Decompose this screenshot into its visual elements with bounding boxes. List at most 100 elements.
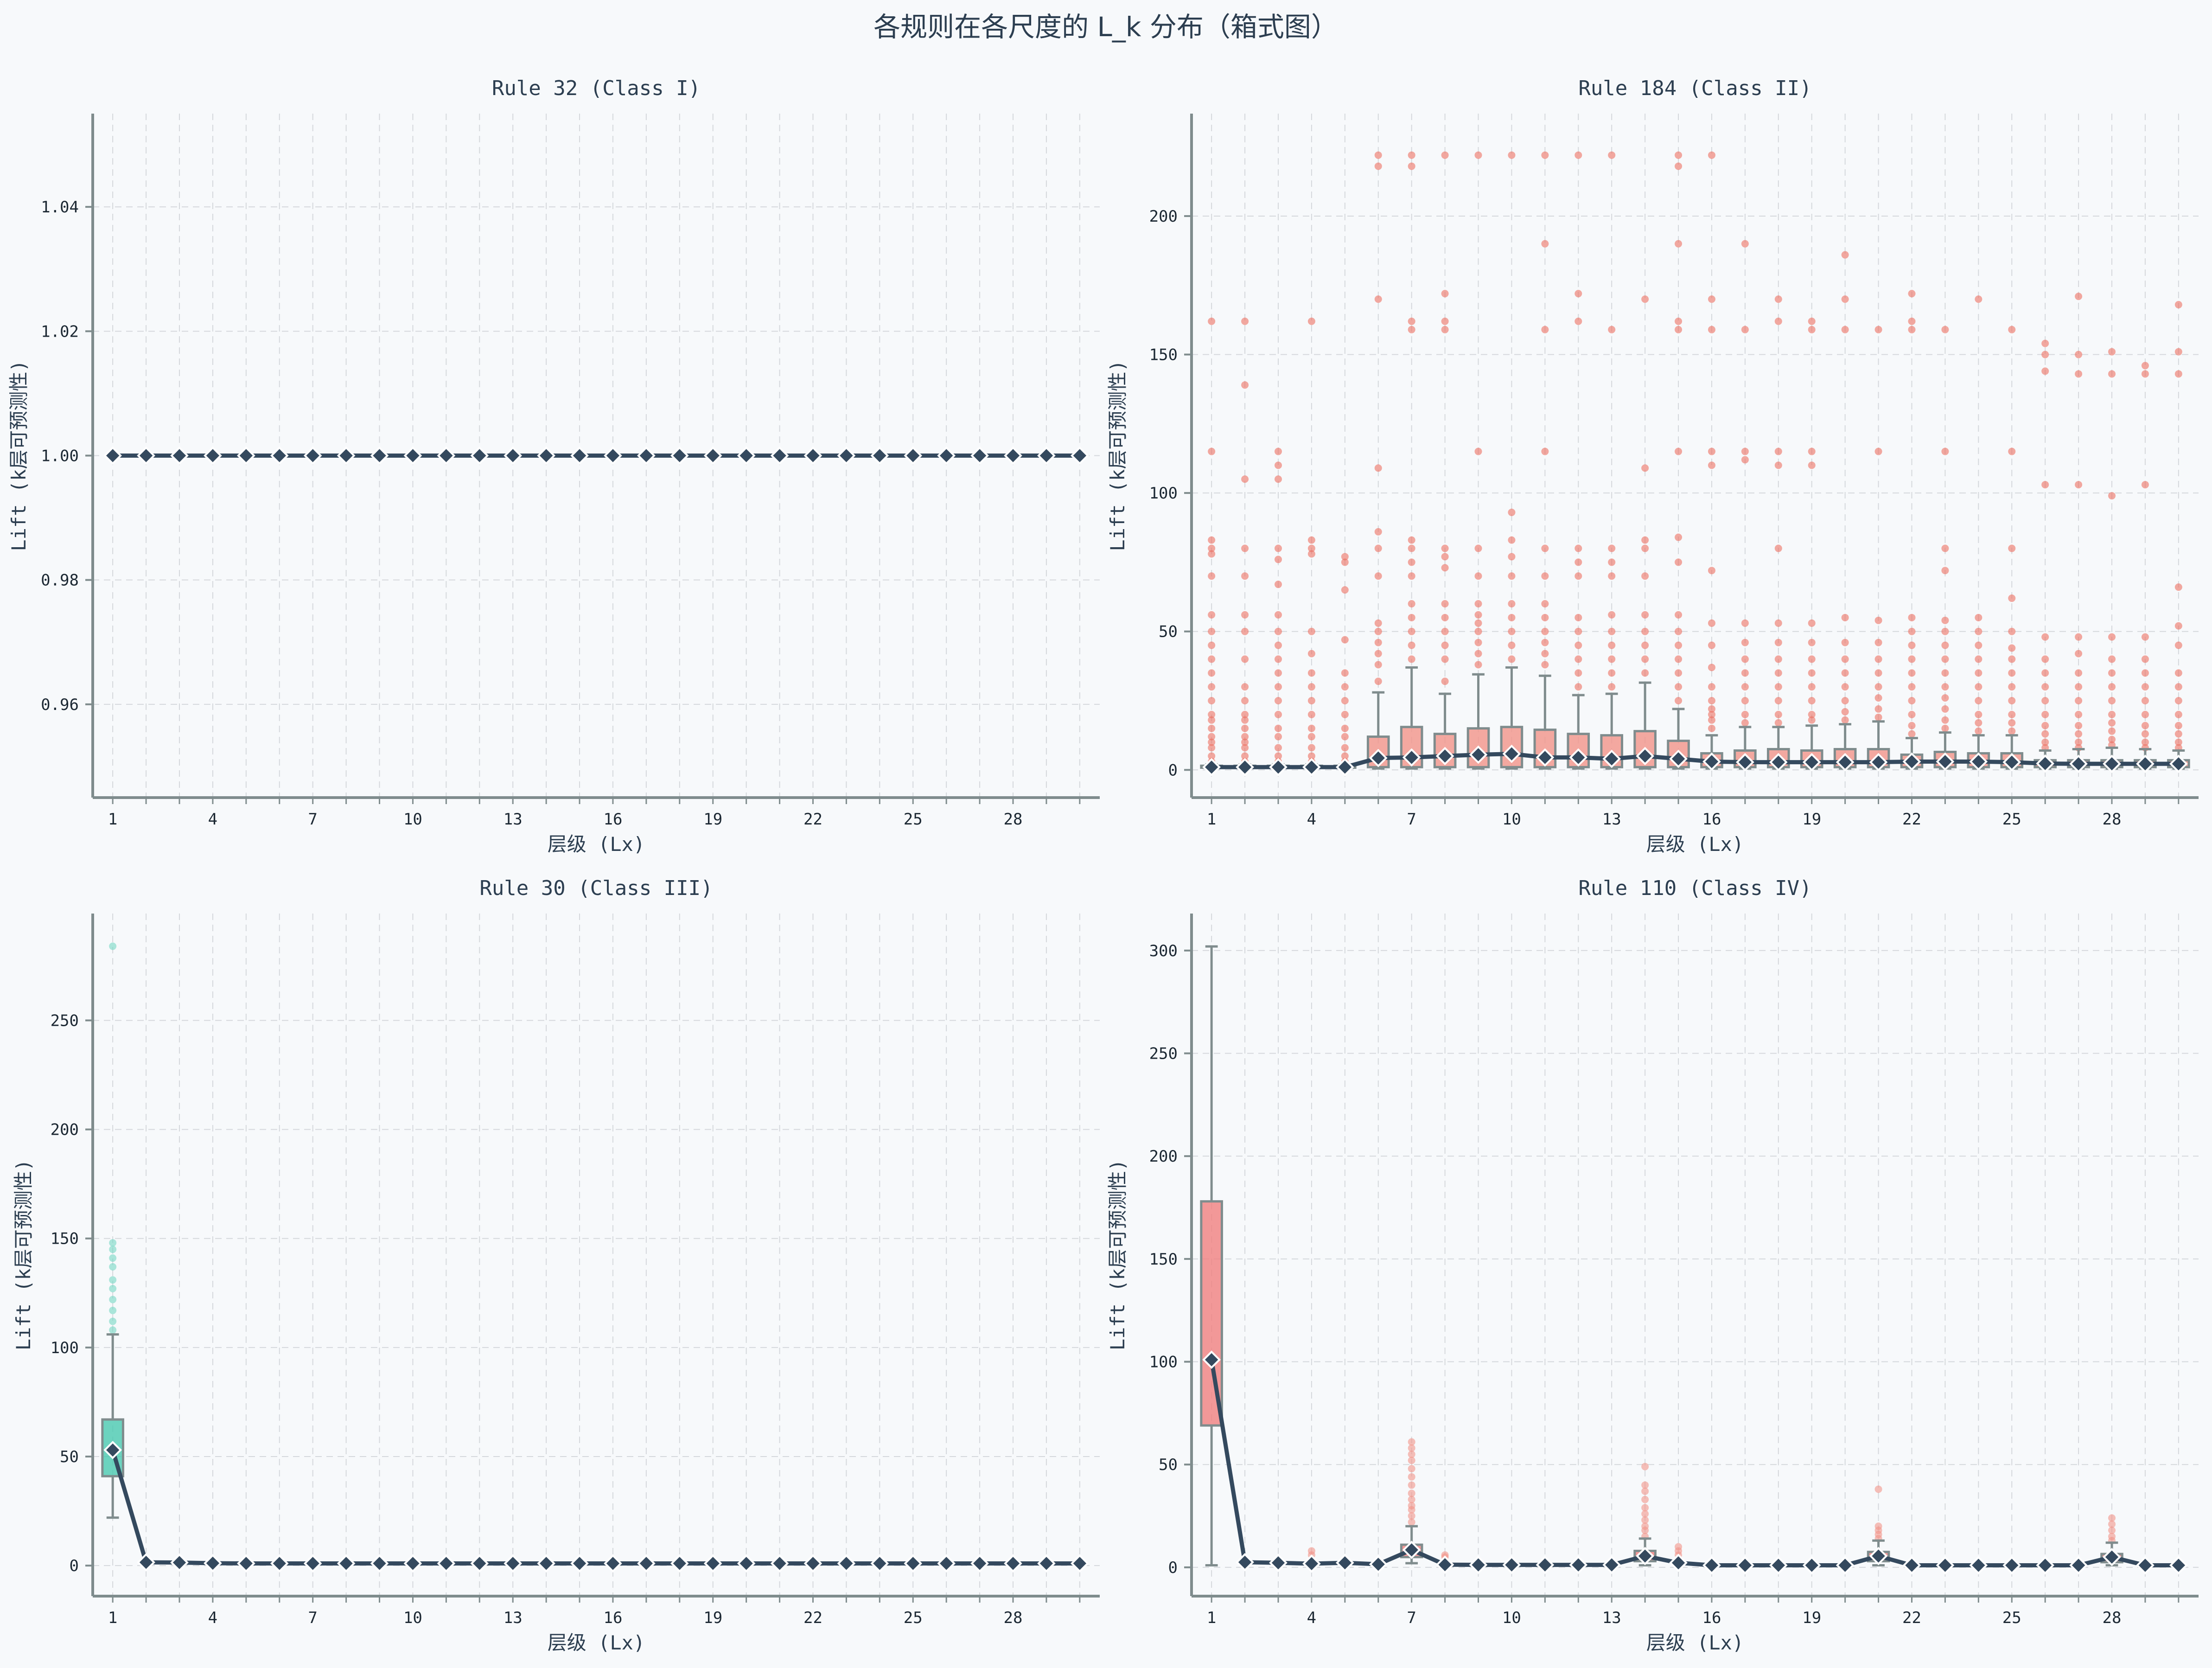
outlier-point <box>1708 461 1715 469</box>
outlier-point <box>2108 669 2116 677</box>
outlier-point <box>1741 619 1749 627</box>
x-tick-label: 28 <box>2103 810 2122 829</box>
outlier-point <box>1575 558 1582 566</box>
outlier-point <box>2174 583 2182 591</box>
outlier-point <box>2108 370 2116 378</box>
outlier-point <box>1641 464 1649 472</box>
median-marker <box>1802 1556 1821 1575</box>
median-marker <box>1702 1556 1721 1575</box>
outlier-point <box>1641 1495 1649 1503</box>
outlier-point <box>1774 697 1782 704</box>
outlier-point <box>1374 619 1382 627</box>
outlier-point <box>2174 722 2182 729</box>
outlier-point <box>1441 564 1449 572</box>
median-marker <box>437 446 456 465</box>
outlier-point <box>1874 694 1882 702</box>
outlier-point <box>1641 1516 1649 1524</box>
outlier-point <box>1241 744 1249 752</box>
x-tick-label: 19 <box>1802 1609 1821 1627</box>
outlier-point <box>1241 381 1249 389</box>
median-marker <box>837 446 856 465</box>
outlier-point <box>1808 655 1816 663</box>
outlier-point <box>1741 639 1749 646</box>
median-marker <box>337 1554 356 1573</box>
outlier-point <box>1408 1495 1415 1503</box>
outlier-point <box>1208 724 1216 732</box>
median-marker <box>604 1554 622 1573</box>
outlier-point <box>1374 677 1382 685</box>
chart-panel-2: Rule 184 (Class II) 0 50 100 150 200 1 4 7 10 13 16… <box>1106 77 2199 856</box>
outlier-point <box>2041 351 2049 358</box>
outlier-point <box>1608 326 1616 333</box>
y-tick-label: 100 <box>51 1339 79 1357</box>
outlier-point <box>1208 627 1216 635</box>
x-tick-label: 10 <box>403 1609 422 1627</box>
outlier-point <box>1874 655 1882 663</box>
outlier-point <box>2008 644 2016 652</box>
outlier-point <box>1541 627 1549 635</box>
outlier-point <box>1341 636 1349 644</box>
x-tick-label: 28 <box>1004 810 1023 829</box>
outlier-point <box>2008 669 2016 677</box>
outlier-point <box>1408 1465 1415 1473</box>
x-tick-label: 4 <box>1307 1609 1316 1627</box>
outlier-point <box>1941 567 1949 575</box>
outlier-point <box>1274 752 1282 760</box>
outlier-point <box>1208 447 1216 455</box>
x-tick-label: 19 <box>703 810 722 829</box>
outlier-point <box>2041 633 2049 641</box>
outlier-point <box>1741 326 1749 333</box>
median-marker <box>1536 748 1555 767</box>
outlier-point <box>1774 461 1782 469</box>
x-tick-label: 28 <box>2103 1609 2122 1627</box>
x-tick-label: 19 <box>1802 810 1821 829</box>
outlier-point <box>1575 151 1582 159</box>
outlier-point <box>1441 600 1449 607</box>
outlier-point <box>1675 627 1683 635</box>
outlier-point <box>1708 619 1715 627</box>
median-marker <box>470 1554 489 1573</box>
outlier-point <box>1741 669 1749 677</box>
outlier-point <box>2075 370 2083 378</box>
outlier-point <box>2174 710 2182 718</box>
x-tick-label: 16 <box>603 1609 622 1627</box>
outlier-point <box>2041 367 2049 375</box>
median-marker <box>337 446 356 465</box>
outlier-point <box>1408 544 1415 552</box>
outlier-point <box>1408 536 1415 544</box>
median-marker <box>303 1554 322 1573</box>
median-marker <box>1936 1556 1955 1575</box>
outlier-point <box>1841 669 1849 677</box>
median-marker <box>1602 1555 1621 1574</box>
x-tick-label: 7 <box>308 810 317 829</box>
outlier-point <box>2141 362 2149 370</box>
outlier-point <box>1908 627 1916 635</box>
outlier-point <box>1774 317 1782 325</box>
outlier-point <box>1408 1473 1415 1481</box>
median-marker <box>837 1554 856 1573</box>
outlier-point <box>1675 533 1683 541</box>
median-marker <box>970 446 989 465</box>
outlier-point <box>1408 1457 1415 1464</box>
median-marker <box>1769 1556 1788 1575</box>
outlier-point <box>1474 661 1482 669</box>
outlier-point <box>1408 558 1415 566</box>
median-marker <box>703 446 722 465</box>
median-line <box>110 1449 1080 1566</box>
outlier-point <box>1774 710 1782 718</box>
outlier-point <box>1307 683 1315 691</box>
outlier-point <box>2075 293 2083 300</box>
outlier-point <box>1208 550 1216 558</box>
outlier-point <box>2174 348 2182 356</box>
outlier-point <box>1541 661 1549 669</box>
outlier-point <box>1408 1502 1415 1509</box>
x-tick-label: 25 <box>904 1609 923 1627</box>
median-marker <box>1969 752 1988 771</box>
outlier-point <box>1941 447 1949 455</box>
median-marker <box>237 446 255 465</box>
outlier-point <box>1975 655 1983 663</box>
outlier-point <box>1708 683 1715 691</box>
outlier-point <box>1408 1512 1415 1520</box>
outlier-point <box>1774 719 1782 727</box>
